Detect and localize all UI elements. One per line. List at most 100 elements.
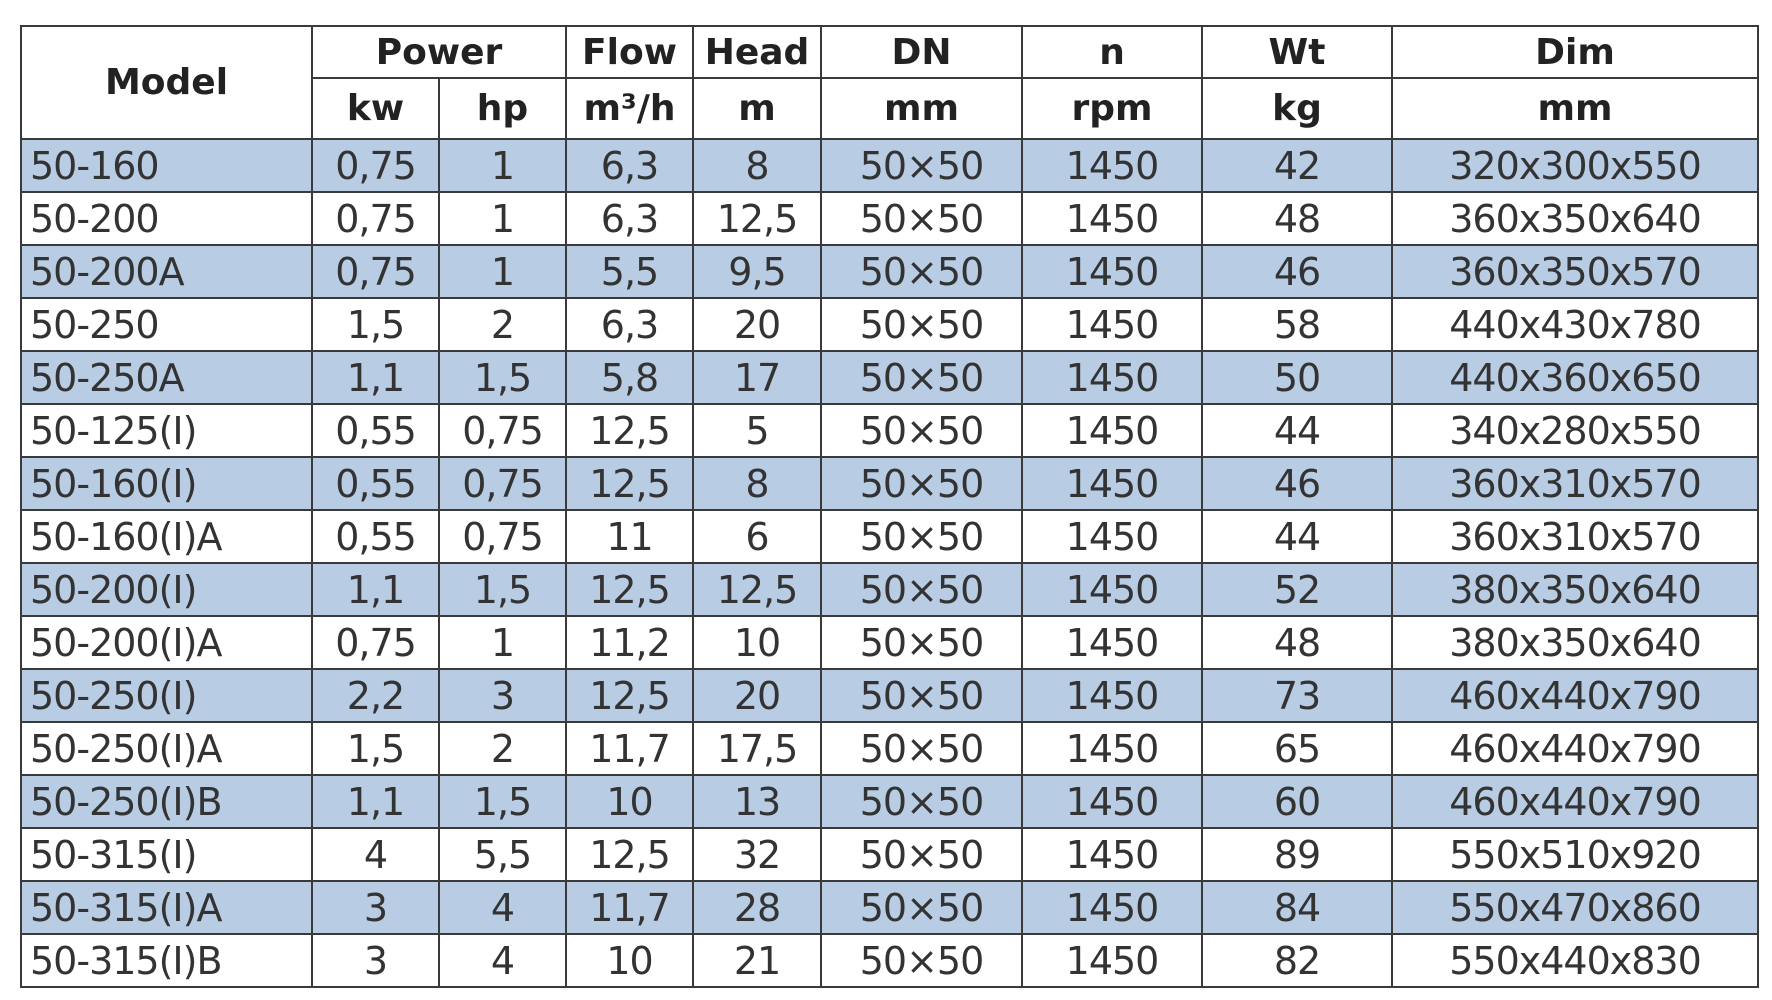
cell-wt: 46 bbox=[1201, 456, 1394, 511]
cell-model: 50-250(I) bbox=[20, 668, 313, 723]
cell-flow: 11 bbox=[565, 509, 695, 564]
cell-wt: 58 bbox=[1201, 297, 1394, 352]
cell-model: 50-200(I)A bbox=[20, 615, 313, 670]
cell-flow: 12,5 bbox=[565, 403, 695, 458]
cell-flow: 6,3 bbox=[565, 297, 695, 352]
unit-rpm: rpm bbox=[1021, 77, 1204, 140]
cell-head: 21 bbox=[692, 933, 823, 988]
cell-dim: 460x440x790 bbox=[1391, 774, 1760, 829]
unit-dim: mm bbox=[1391, 77, 1760, 140]
unit-head: m bbox=[692, 77, 823, 140]
cell-kw: 0,75 bbox=[311, 244, 440, 299]
cell-wt: 48 bbox=[1201, 615, 1394, 670]
unit-dn: mm bbox=[820, 77, 1024, 140]
cell-model: 50-160(I)A bbox=[20, 509, 313, 564]
cell-kw: 2,2 bbox=[311, 668, 440, 723]
header-dn: DN bbox=[820, 25, 1024, 79]
cell-dn: 50×50 bbox=[820, 880, 1024, 935]
table-row: 50-125(I) 0,55 0,75 12,5 5 50×50 1450 44 340x280… bbox=[20, 403, 1760, 458]
cell-head: 12,5 bbox=[692, 562, 823, 617]
cell-dn: 50×50 bbox=[820, 721, 1024, 776]
header-flow: Flow bbox=[565, 25, 695, 79]
cell-wt: 44 bbox=[1201, 509, 1394, 564]
cell-rpm: 1450 bbox=[1021, 350, 1204, 405]
cell-wt: 44 bbox=[1201, 403, 1394, 458]
table-row: 50-315(I)B 3 4 10 21 50×50 1450 82 550x440x830 bbox=[20, 933, 1760, 988]
header-n: n bbox=[1021, 25, 1204, 79]
cell-rpm: 1450 bbox=[1021, 191, 1204, 246]
cell-rpm: 1450 bbox=[1021, 668, 1204, 723]
cell-hp: 1,5 bbox=[437, 350, 568, 405]
cell-dim: 460x440x790 bbox=[1391, 668, 1760, 723]
cell-flow: 10 bbox=[565, 933, 695, 988]
cell-model: 50-250A bbox=[20, 350, 313, 405]
cell-dn: 50×50 bbox=[820, 138, 1024, 193]
cell-dim: 550x440x830 bbox=[1391, 933, 1760, 988]
cell-head: 13 bbox=[692, 774, 823, 829]
cell-flow: 12,5 bbox=[565, 668, 695, 723]
cell-hp: 0,75 bbox=[437, 456, 568, 511]
cell-model: 50-200 bbox=[20, 191, 313, 246]
cell-model: 50-125(I) bbox=[20, 403, 313, 458]
header-wt: Wt bbox=[1201, 25, 1394, 79]
cell-rpm: 1450 bbox=[1021, 827, 1204, 882]
cell-hp: 0,75 bbox=[437, 509, 568, 564]
cell-flow: 11,2 bbox=[565, 615, 695, 670]
cell-rpm: 1450 bbox=[1021, 880, 1204, 935]
header-power: Power bbox=[310, 25, 568, 79]
cell-kw: 3 bbox=[311, 880, 440, 935]
cell-rpm: 1450 bbox=[1021, 774, 1204, 829]
cell-hp: 1,5 bbox=[437, 774, 568, 829]
unit-hp: hp bbox=[437, 77, 568, 140]
table-row: 50-160 0,75 1 6,3 8 50×50 1450 42 320x300x550 bbox=[20, 138, 1760, 193]
cell-dn: 50×50 bbox=[820, 668, 1024, 723]
cell-model: 50-250 bbox=[20, 297, 313, 352]
cell-model: 50-315(I) bbox=[20, 827, 313, 882]
cell-model: 50-315(I)B bbox=[20, 933, 313, 988]
cell-dn: 50×50 bbox=[820, 774, 1024, 829]
unit-flow: m³/h bbox=[565, 77, 695, 140]
cell-hp: 1 bbox=[437, 244, 568, 299]
cell-rpm: 1450 bbox=[1021, 509, 1204, 564]
unit-kw: kw bbox=[311, 77, 440, 140]
cell-kw: 1,5 bbox=[311, 297, 440, 352]
cell-dn: 50×50 bbox=[820, 509, 1024, 564]
cell-wt: 46 bbox=[1201, 244, 1394, 299]
cell-wt: 84 bbox=[1201, 880, 1394, 935]
cell-dim: 320x300x550 bbox=[1391, 138, 1760, 193]
cell-rpm: 1450 bbox=[1021, 138, 1204, 193]
cell-kw: 1,1 bbox=[311, 774, 440, 829]
cell-dn: 50×50 bbox=[820, 456, 1024, 511]
cell-kw: 1,1 bbox=[311, 562, 440, 617]
cell-flow: 6,3 bbox=[565, 191, 695, 246]
table-row: 50-200A 0,75 1 5,5 9,5 50×50 1450 46 360x350x570 bbox=[20, 244, 1760, 299]
cell-dim: 360x350x570 bbox=[1391, 244, 1760, 299]
table-body: 50-160 0,75 1 6,3 8 50×50 1450 42 320x300x550 50-… bbox=[20, 138, 1760, 988]
cell-flow: 11,7 bbox=[565, 721, 695, 776]
cell-hp: 3 bbox=[437, 668, 568, 723]
cell-flow: 5,5 bbox=[565, 244, 695, 299]
cell-model: 50-315(I)A bbox=[20, 880, 313, 935]
cell-model: 50-200A bbox=[20, 244, 313, 299]
cell-dn: 50×50 bbox=[820, 244, 1024, 299]
cell-dn: 50×50 bbox=[820, 827, 1024, 882]
cell-kw: 0,75 bbox=[311, 138, 440, 193]
cell-dim: 380x350x640 bbox=[1391, 562, 1760, 617]
header-row-main: Model Power Flow Head DN n Wt Dim bbox=[20, 25, 1760, 140]
cell-head: 17,5 bbox=[692, 721, 823, 776]
cell-kw: 0,55 bbox=[311, 456, 440, 511]
cell-kw: 4 bbox=[311, 827, 440, 882]
cell-rpm: 1450 bbox=[1021, 615, 1204, 670]
table-row: 50-160(I)A 0,55 0,75 11 6 50×50 1450 44 360x310x… bbox=[20, 509, 1760, 564]
cell-model: 50-250(I)A bbox=[20, 721, 313, 776]
cell-head: 10 bbox=[692, 615, 823, 670]
cell-hp: 0,75 bbox=[437, 403, 568, 458]
cell-hp: 1,5 bbox=[437, 562, 568, 617]
cell-head: 8 bbox=[692, 138, 823, 193]
cell-dim: 360x310x570 bbox=[1391, 456, 1760, 511]
cell-hp: 2 bbox=[437, 297, 568, 352]
cell-rpm: 1450 bbox=[1021, 456, 1204, 511]
cell-dim: 440x430x780 bbox=[1391, 297, 1760, 352]
cell-dim: 440x360x650 bbox=[1391, 350, 1760, 405]
cell-dn: 50×50 bbox=[820, 933, 1024, 988]
